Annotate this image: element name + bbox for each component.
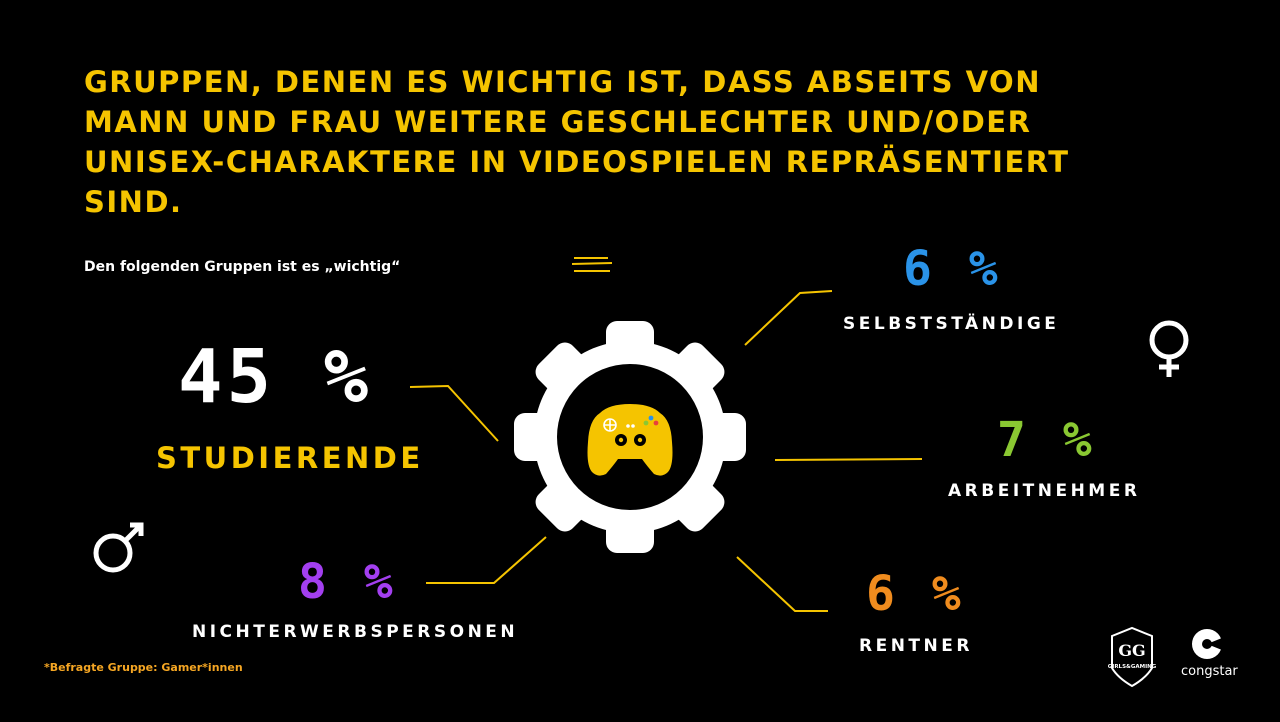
girlsgaming-logo: GG GIRLS&GAMING (1108, 626, 1157, 688)
value-nichterwerbspersonen: 8 % (298, 554, 397, 610)
connector-studierende (409, 384, 499, 442)
congstar-logo-text: congstar (1181, 664, 1238, 679)
value-arbeitnehmer: 7 % (997, 412, 1096, 468)
connector-lines (409, 290, 923, 612)
connector-rentner (736, 556, 828, 612)
connector-selbststaendige (744, 290, 833, 346)
label-arbeitnehmer: ARBEITNEHMER (948, 481, 1141, 501)
gamepad-icon (587, 404, 673, 476)
value-rentner: 6 % (866, 566, 965, 622)
congstar-logo-mark (1192, 629, 1222, 659)
value-selbststaendige: 6 % (903, 241, 1002, 297)
label-selbststaendige: SELBSTSTÄNDIGE (843, 314, 1060, 334)
label-nichterwerbspersonen: NICHTERWERBSPERSONEN (192, 622, 519, 642)
footnote: *Befragte Gruppe: Gamer*innen (44, 661, 243, 674)
svg-text:GG: GG (1118, 641, 1145, 660)
page-title: GRUPPEN, DENEN ES WICHTIG IST, DASS ABSE… (84, 65, 1070, 219)
label-rentner: RENTNER (859, 636, 973, 656)
label-studierende: STUDIERENDE (156, 441, 424, 475)
subtitle: Den folgenden Gruppen ist es „wichtig“ (84, 259, 401, 275)
svg-text:GIRLS&GAMING: GIRLS&GAMING (1108, 664, 1157, 670)
value-studierende: 45 % (178, 334, 373, 420)
male-symbol-icon (93, 522, 144, 573)
sketch-lines-decoration (571, 257, 613, 272)
connector-arbeitnehmer (774, 458, 923, 461)
connector-nichterwerbspersonen (426, 536, 547, 584)
female-symbol-icon (1149, 320, 1189, 377)
